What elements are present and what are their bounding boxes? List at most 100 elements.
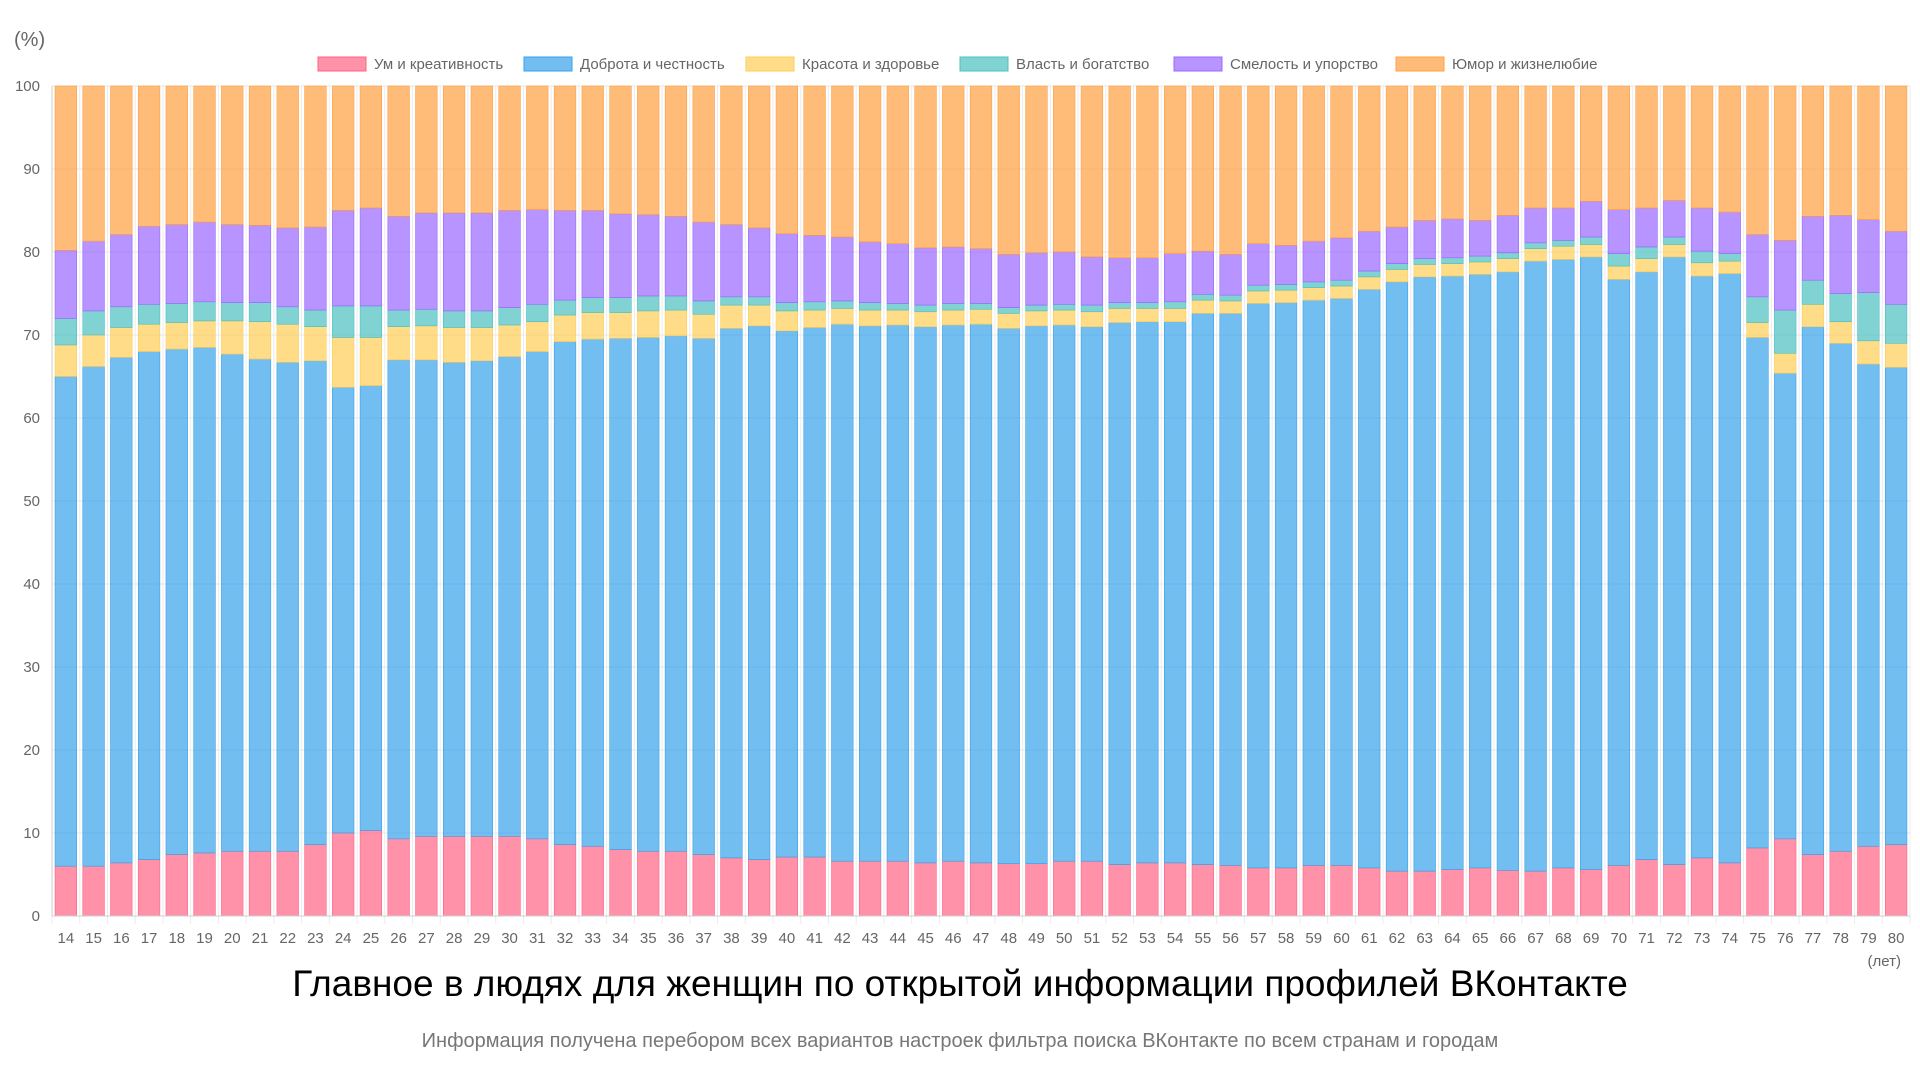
bar-segment[interactable]: [1164, 321, 1187, 864]
bar-segment[interactable]: [193, 301, 216, 322]
bar-segment[interactable]: [498, 356, 521, 837]
bar-segment[interactable]: [553, 844, 577, 917]
bar-segment[interactable]: [1219, 254, 1242, 296]
bar-segment[interactable]: [526, 321, 549, 352]
bar-segment[interactable]: [1524, 870, 1547, 917]
bar-segment[interactable]: [803, 327, 826, 858]
bar-segment[interactable]: [1302, 299, 1325, 866]
bar-segment[interactable]: [1857, 85, 1880, 220]
bar-segment[interactable]: [1164, 85, 1187, 254]
bar-segment[interactable]: [54, 85, 77, 251]
bar-segment[interactable]: [720, 224, 743, 298]
bar-segment[interactable]: [637, 310, 660, 338]
bar-segment[interactable]: [1607, 253, 1630, 267]
bar-segment[interactable]: [831, 236, 854, 302]
bar-segment[interactable]: [54, 250, 77, 319]
bar-segment[interactable]: [1635, 85, 1658, 209]
bar-segment[interactable]: [332, 305, 355, 338]
bar-segment[interactable]: [359, 85, 383, 209]
bar-segment[interactable]: [1829, 321, 1852, 344]
bar-segment[interactable]: [1247, 303, 1270, 869]
bar-segment[interactable]: [498, 85, 521, 211]
bar-segment[interactable]: [1552, 85, 1575, 209]
bar-segment[interactable]: [193, 85, 216, 223]
bar-segment[interactable]: [1191, 864, 1214, 917]
bar-segment[interactable]: [1469, 867, 1492, 917]
legend-label[interactable]: Юмор и жизнелюбие: [1452, 56, 1597, 73]
bar-segment[interactable]: [1607, 265, 1630, 280]
bar-segment[interactable]: [775, 856, 798, 917]
bar-segment[interactable]: [692, 313, 715, 339]
bar-segment[interactable]: [248, 850, 272, 917]
bar-segment[interactable]: [359, 337, 383, 386]
bar-segment[interactable]: [1579, 85, 1603, 202]
bar-segment[interactable]: [969, 248, 993, 304]
bar-segment[interactable]: [54, 376, 77, 867]
bar-segment[interactable]: [1524, 242, 1547, 249]
bar-segment[interactable]: [720, 304, 743, 329]
bar-segment[interactable]: [332, 85, 355, 211]
bar-segment[interactable]: [1274, 867, 1298, 917]
bar-segment[interactable]: [276, 306, 299, 325]
bar-segment[interactable]: [1219, 294, 1242, 302]
bar-segment[interactable]: [470, 212, 493, 312]
bar-segment[interactable]: [637, 850, 660, 917]
bar-segment[interactable]: [276, 850, 299, 917]
bar-segment[interactable]: [193, 320, 216, 348]
bar-segment[interactable]: [1136, 302, 1159, 309]
bar-segment[interactable]: [415, 85, 438, 214]
bar-segment[interactable]: [942, 246, 965, 304]
bar-segment[interactable]: [609, 297, 632, 313]
bar-segment[interactable]: [1164, 308, 1187, 323]
bar-segment[interactable]: [1413, 276, 1436, 872]
bar-segment[interactable]: [1774, 352, 1797, 374]
bar-segment[interactable]: [1857, 845, 1880, 917]
bar-segment[interactable]: [1441, 218, 1464, 259]
bar-segment[interactable]: [831, 860, 854, 917]
bar-segment[interactable]: [110, 234, 133, 308]
bar-segment[interactable]: [1441, 275, 1464, 870]
bar-segment[interactable]: [1885, 342, 1908, 368]
bar-segment[interactable]: [1025, 310, 1048, 327]
bar-segment[interactable]: [914, 85, 937, 249]
bar-segment[interactable]: [1635, 859, 1658, 917]
bar-segment[interactable]: [442, 85, 466, 214]
bar-segment[interactable]: [1136, 862, 1159, 917]
bar-segment[interactable]: [165, 303, 188, 323]
bar-segment[interactable]: [1718, 253, 1741, 262]
bar-segment[interactable]: [276, 362, 299, 852]
legend-label[interactable]: Доброта и честность: [580, 56, 725, 73]
bar-segment[interactable]: [942, 860, 965, 917]
bar-segment[interactable]: [1746, 296, 1769, 323]
bar-segment[interactable]: [221, 224, 244, 303]
bar-segment[interactable]: [1607, 85, 1630, 210]
bar-segment[interactable]: [193, 347, 216, 854]
bar-segment[interactable]: [82, 240, 105, 312]
bar-segment[interactable]: [110, 862, 133, 917]
bar-segment[interactable]: [1441, 257, 1464, 264]
bar-segment[interactable]: [1358, 276, 1381, 290]
bar-segment[interactable]: [1053, 860, 1076, 917]
legend-swatch[interactable]: [523, 56, 573, 72]
bar-segment[interactable]: [1136, 308, 1159, 323]
bar-segment[interactable]: [1718, 273, 1741, 864]
legend-label[interactable]: Власть и богатство: [1016, 56, 1149, 73]
bar-segment[interactable]: [498, 836, 521, 917]
bar-segment[interactable]: [969, 308, 993, 325]
bar-segment[interactable]: [1274, 85, 1298, 246]
bar-segment[interactable]: [1080, 860, 1104, 917]
bar-segment[interactable]: [442, 310, 466, 328]
bar-segment[interactable]: [775, 302, 798, 312]
bar-segment[interactable]: [82, 334, 105, 367]
bar-segment[interactable]: [1330, 298, 1353, 866]
bar-segment[interactable]: [1801, 85, 1825, 217]
bar-segment[interactable]: [886, 303, 909, 311]
bar-segment[interactable]: [692, 85, 715, 223]
bar-segment[interactable]: [1746, 234, 1769, 298]
bar-segment[interactable]: [1885, 844, 1908, 917]
bar-segment[interactable]: [1635, 271, 1658, 860]
bar-segment[interactable]: [692, 338, 715, 855]
bar-segment[interactable]: [304, 85, 327, 228]
bar-segment[interactable]: [969, 303, 993, 310]
bar-segment[interactable]: [1552, 207, 1575, 241]
